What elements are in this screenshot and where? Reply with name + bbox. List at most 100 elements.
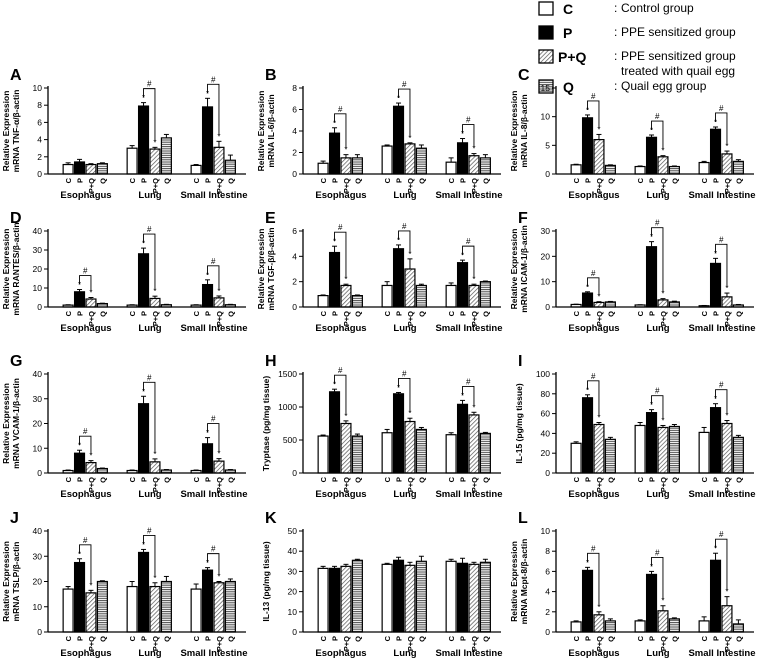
group-label: Small Intestine — [688, 190, 755, 201]
significance-star: * — [650, 233, 653, 242]
bar-p — [137, 253, 150, 308]
bar-p — [581, 397, 594, 474]
bar-q — [479, 281, 491, 308]
significance-star: * — [89, 452, 92, 461]
category-label: Q — [670, 311, 679, 317]
legend-swatch-c — [538, 1, 554, 16]
category-label: P — [712, 636, 721, 641]
significance-star: * — [142, 540, 145, 549]
bar-pq — [340, 565, 352, 633]
significance-bracket — [143, 88, 156, 142]
y-tick-label: 30 — [288, 566, 298, 576]
category-label: C — [700, 476, 709, 482]
significance-star: * — [714, 544, 717, 553]
y-axis-label-secondary: mRNA TNF-α/β-actin — [11, 90, 21, 173]
significance-hash: # — [655, 219, 660, 228]
significance-star: * — [153, 138, 156, 147]
significance-star: * — [661, 416, 664, 425]
category-label: Q — [162, 477, 171, 483]
category-label: Q — [226, 477, 235, 483]
bar-q — [479, 432, 491, 474]
bar-q — [351, 294, 363, 308]
significance-bracket — [462, 385, 475, 407]
bar-pq — [213, 460, 225, 474]
significance-star: * — [397, 94, 400, 103]
category-label: C — [447, 635, 456, 641]
significance-star: * — [714, 395, 717, 404]
bar-q — [160, 580, 172, 633]
bar-p — [645, 573, 658, 633]
bar-q — [604, 620, 616, 633]
legend-desc-pq: PPE sensitized group — [621, 49, 736, 63]
significance-star: * — [472, 275, 475, 284]
category-label: P+Q — [406, 178, 415, 193]
significance-star: * — [725, 412, 728, 421]
significance-hash: # — [402, 80, 407, 89]
category-label: C — [64, 476, 73, 482]
bar-c — [698, 161, 710, 175]
significance-bracket — [398, 88, 411, 137]
bar-q — [668, 301, 680, 308]
bar-q — [160, 137, 172, 175]
bar-q — [351, 559, 363, 633]
category-label: P+Q — [406, 477, 415, 492]
group-label: Esophagus — [568, 489, 619, 500]
significance-bracket — [79, 435, 92, 455]
bar-q — [415, 560, 427, 633]
y-tick-label: 40 — [33, 226, 43, 236]
significance-star: * — [661, 597, 664, 606]
significance-bracket — [334, 113, 347, 149]
bar-pq — [721, 605, 733, 633]
bar-p — [392, 105, 405, 175]
category-label: P+Q — [470, 477, 479, 492]
category-label: C — [64, 635, 73, 641]
category-label: C — [700, 635, 709, 641]
category-label: P — [331, 311, 340, 316]
category-label: P+Q — [595, 311, 604, 326]
category-label: P — [648, 178, 657, 183]
bar-p — [709, 559, 722, 633]
category-label: C — [636, 635, 645, 641]
category-label: Q — [606, 311, 615, 317]
bar-pq — [657, 156, 669, 175]
category-label: P — [395, 311, 404, 316]
bar-c — [570, 621, 582, 633]
significance-hash: # — [211, 75, 216, 84]
category-label: P+Q — [470, 636, 479, 651]
bar-c — [445, 161, 457, 175]
category-label: P — [140, 311, 149, 316]
bar-q — [604, 164, 616, 175]
significance-hash: # — [719, 381, 724, 390]
y-axis-label: Relative Expression — [256, 229, 266, 310]
category-label: Q — [162, 311, 171, 317]
group-label: Small Intestine — [435, 190, 502, 201]
y-tick-label: 8 — [37, 100, 42, 110]
group-label: Esophagus — [568, 323, 619, 334]
y-axis-label-secondary: mRNA TGF-β/β-actin — [266, 227, 276, 310]
bar-p — [328, 567, 341, 633]
y-tick-label: 10 — [33, 602, 43, 612]
significance-star: * — [344, 412, 347, 421]
y-tick-label: 4 — [37, 135, 42, 145]
category-label: C — [128, 635, 137, 641]
category-label: C — [447, 476, 456, 482]
panel-g: G Relative Expression mRNA VCAM-1/β-actin 0… — [0, 348, 252, 503]
y-axis-label-secondary: mRNA TSLP/β-actin — [11, 542, 21, 622]
significance-star: * — [78, 281, 81, 290]
bar-p — [201, 106, 214, 175]
bar-p — [709, 407, 722, 474]
significance-star: * — [714, 249, 717, 258]
group-label: Lung — [393, 489, 416, 500]
significance-star: * — [597, 293, 600, 302]
significance-hash: # — [591, 92, 596, 101]
group-label: Small Intestine — [435, 489, 502, 500]
category-label: C — [700, 177, 709, 183]
bar-q — [96, 467, 108, 474]
group-label: Esophagus — [315, 323, 366, 334]
group-label: Lung — [393, 190, 416, 201]
y-tick-label: 80 — [541, 389, 551, 399]
category-label: P — [395, 477, 404, 482]
category-label: Q — [226, 178, 235, 184]
category-label: C — [319, 476, 328, 482]
bar-q — [415, 428, 427, 474]
